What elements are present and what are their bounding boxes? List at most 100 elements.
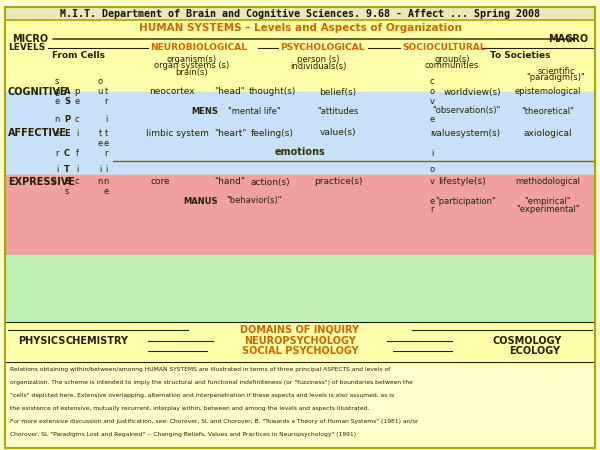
Text: r: r xyxy=(104,98,108,107)
Bar xyxy=(5,92,595,175)
Text: CHEMISTRY: CHEMISTRY xyxy=(65,336,128,346)
Text: S: S xyxy=(64,177,70,186)
Text: i: i xyxy=(105,166,107,175)
Text: worldview(s): worldview(s) xyxy=(443,87,501,96)
Text: person (s): person (s) xyxy=(297,54,339,63)
Text: lifestyle(s): lifestyle(s) xyxy=(438,177,486,186)
Text: core: core xyxy=(150,177,170,186)
Text: e: e xyxy=(55,98,59,107)
Text: SOCIOCULTURAL: SOCIOCULTURAL xyxy=(402,44,485,53)
Text: For more extensive discussion and justification, see: Chorover, SL and Chorover,: For more extensive discussion and justif… xyxy=(10,419,419,424)
Text: MENS: MENS xyxy=(191,107,218,116)
Text: c: c xyxy=(52,177,56,186)
Text: AFFECTIVE: AFFECTIVE xyxy=(8,128,67,138)
Text: c: c xyxy=(430,77,434,86)
Text: neocortex: neocortex xyxy=(149,87,195,96)
Text: u: u xyxy=(97,87,103,96)
Text: NEUROPSYCHOLOGY: NEUROPSYCHOLOGY xyxy=(244,336,356,346)
Text: organism(s): organism(s) xyxy=(167,54,217,63)
Text: MANUS: MANUS xyxy=(184,197,218,206)
Text: EXPRESSIVE: EXPRESSIVE xyxy=(8,177,75,187)
Text: r: r xyxy=(104,148,108,157)
Text: value(s): value(s) xyxy=(320,129,356,138)
Text: "mental life": "mental life" xyxy=(227,107,280,116)
Text: action(s): action(s) xyxy=(250,177,290,186)
Text: e: e xyxy=(430,197,434,206)
Text: Chorover, SL "Paradigms Lost and Regained" -- Changing Beliefs, Values and Pract: Chorover, SL "Paradigms Lost and Regaine… xyxy=(10,432,356,437)
Text: thought(s): thought(s) xyxy=(248,87,296,96)
Text: DOMAINS OF INQUIRY: DOMAINS OF INQUIRY xyxy=(241,325,359,335)
Text: LEVELS: LEVELS xyxy=(8,44,45,53)
Text: feeling(s): feeling(s) xyxy=(251,129,293,138)
Text: i: i xyxy=(105,116,107,125)
Text: individuals(s): individuals(s) xyxy=(290,62,346,71)
Text: t: t xyxy=(104,129,107,138)
Bar xyxy=(5,7,595,92)
Text: organization. The scheme is intended to imply the structural and functional inde: organization. The scheme is intended to … xyxy=(10,380,413,385)
Text: c: c xyxy=(74,177,79,186)
Text: n: n xyxy=(97,177,103,186)
Text: r: r xyxy=(430,206,434,215)
Text: limbic system: limbic system xyxy=(146,129,208,138)
Text: PSYCHOLOGICAL: PSYCHOLOGICAL xyxy=(280,44,364,53)
Text: n: n xyxy=(103,177,109,186)
Text: "empirical": "empirical" xyxy=(524,197,571,206)
Text: P: P xyxy=(64,116,70,125)
Text: PHYSICS: PHYSICS xyxy=(18,336,65,346)
Text: "cells" depicted here. Extensive overlapping, alternation and interpenetration i: "cells" depicted here. Extensive overlap… xyxy=(10,393,394,398)
Text: "heart": "heart" xyxy=(214,129,246,138)
Text: v: v xyxy=(430,98,434,107)
Text: S: S xyxy=(64,98,70,107)
Text: group(s): group(s) xyxy=(434,54,470,63)
Text: axiological: axiological xyxy=(524,129,572,138)
Bar xyxy=(5,175,595,255)
Text: T: T xyxy=(64,166,70,175)
Text: "head": "head" xyxy=(215,87,245,96)
Text: NEUROBIOLOGICAL: NEUROBIOLOGICAL xyxy=(150,44,247,53)
Text: r: r xyxy=(430,129,434,138)
Bar xyxy=(5,322,595,365)
Text: E: E xyxy=(64,129,70,138)
Text: From Cells: From Cells xyxy=(52,51,104,60)
Text: HUMAN SYSTEMS – Levels and Aspects of Organization: HUMAN SYSTEMS – Levels and Aspects of Or… xyxy=(139,23,461,33)
Text: c: c xyxy=(74,116,79,125)
Text: To Societies: To Societies xyxy=(490,51,550,60)
Text: M.I.T. Department of Brain and Cognitive Sciences. 9.68 - Affect ... Spring 2008: M.I.T. Department of Brain and Cognitive… xyxy=(60,9,540,19)
Text: MICRO: MICRO xyxy=(12,34,48,44)
Text: organ systems (s): organ systems (s) xyxy=(154,62,230,71)
Text: e: e xyxy=(74,98,80,107)
Text: i: i xyxy=(76,129,78,138)
Text: s: s xyxy=(65,188,69,197)
Text: "theoretical": "theoretical" xyxy=(521,107,574,116)
Text: e: e xyxy=(430,116,434,125)
Text: belief(s): belief(s) xyxy=(319,87,356,96)
Text: "behavior(s)": "behavior(s)" xyxy=(226,197,282,206)
Text: t: t xyxy=(104,87,107,96)
Text: o: o xyxy=(97,77,103,86)
Bar xyxy=(5,255,595,322)
Text: "attitudes: "attitudes xyxy=(317,107,359,116)
Text: the existence of extensive, mutually recurrent, interplay within, between and am: the existence of extensive, mutually rec… xyxy=(10,406,370,411)
Text: s: s xyxy=(55,77,59,86)
Text: MACRO: MACRO xyxy=(548,34,588,44)
Text: e: e xyxy=(55,129,59,138)
Text: n: n xyxy=(55,116,59,125)
Text: "observation(s)": "observation(s)" xyxy=(432,107,500,116)
Bar xyxy=(5,365,595,448)
Text: COSMOLOGY: COSMOLOGY xyxy=(493,336,562,346)
Text: i: i xyxy=(431,148,433,157)
Text: COGNITIVE: COGNITIVE xyxy=(8,87,67,97)
Text: emotions: emotions xyxy=(275,147,325,157)
Text: r: r xyxy=(55,148,59,157)
Text: valuesystem(s): valuesystem(s) xyxy=(431,129,500,138)
Text: "participation": "participation" xyxy=(436,197,496,206)
Text: A: A xyxy=(64,87,70,96)
Text: C: C xyxy=(64,148,70,157)
Text: "experimental": "experimental" xyxy=(516,204,580,213)
Text: "paradigm(s)": "paradigm(s)" xyxy=(527,73,586,82)
Text: o: o xyxy=(430,87,434,96)
Text: communities: communities xyxy=(425,62,479,71)
Text: p: p xyxy=(74,87,80,96)
Text: SOCIAL PSYCHOLOGY: SOCIAL PSYCHOLOGY xyxy=(242,346,358,356)
Text: epistemological: epistemological xyxy=(515,87,581,96)
